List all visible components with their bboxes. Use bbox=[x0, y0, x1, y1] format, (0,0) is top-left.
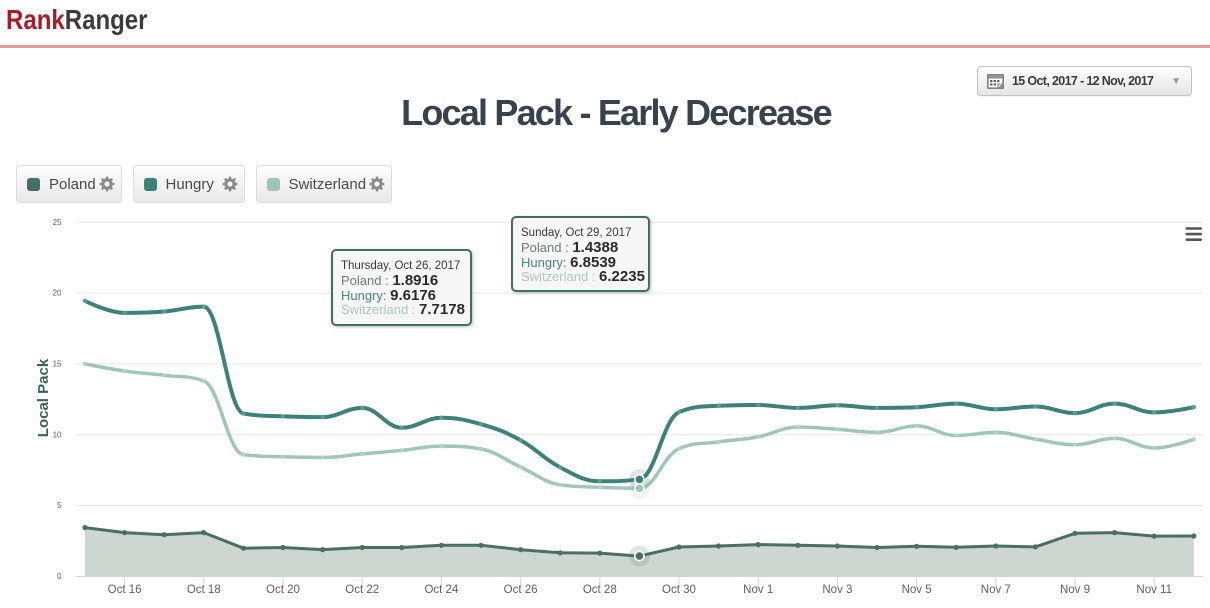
svg-text:Oct 24: Oct 24 bbox=[424, 584, 458, 596]
svg-text:10: 10 bbox=[53, 430, 62, 439]
svg-text:Nov 7: Nov 7 bbox=[981, 584, 1011, 596]
svg-text:Local Pack: Local Pack bbox=[35, 358, 52, 437]
svg-text:0: 0 bbox=[57, 572, 62, 581]
svg-text:Oct 18: Oct 18 bbox=[187, 584, 221, 596]
svg-text:Nov 9: Nov 9 bbox=[1060, 584, 1090, 596]
svg-text:5: 5 bbox=[57, 501, 62, 510]
svg-text:Nov 1: Nov 1 bbox=[743, 584, 773, 596]
svg-text:Nov 11: Nov 11 bbox=[1136, 584, 1172, 596]
svg-text:Oct 22: Oct 22 bbox=[345, 584, 379, 596]
svg-text:25: 25 bbox=[53, 218, 62, 227]
svg-text:Oct 26: Oct 26 bbox=[504, 584, 538, 596]
svg-text:Oct 28: Oct 28 bbox=[583, 584, 617, 596]
svg-text:Oct 30: Oct 30 bbox=[662, 584, 696, 596]
svg-text:20: 20 bbox=[53, 289, 62, 298]
svg-text:15: 15 bbox=[53, 360, 62, 369]
svg-text:Nov 3: Nov 3 bbox=[822, 584, 852, 596]
svg-text:Nov 5: Nov 5 bbox=[902, 584, 932, 596]
svg-text:Oct 20: Oct 20 bbox=[266, 584, 300, 596]
svg-text:Oct 16: Oct 16 bbox=[108, 584, 142, 596]
